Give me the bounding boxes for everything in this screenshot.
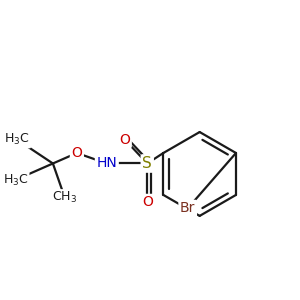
Text: CH$_3$: CH$_3$ [52,190,77,206]
Text: O: O [142,195,153,209]
Text: O: O [119,133,130,146]
Text: Br: Br [180,201,195,215]
Text: S: S [142,156,152,171]
Text: H$_3$C: H$_3$C [3,172,28,188]
Text: H$_3$C: H$_3$C [4,132,30,147]
Text: O: O [71,146,82,160]
Text: HN: HN [96,157,117,170]
